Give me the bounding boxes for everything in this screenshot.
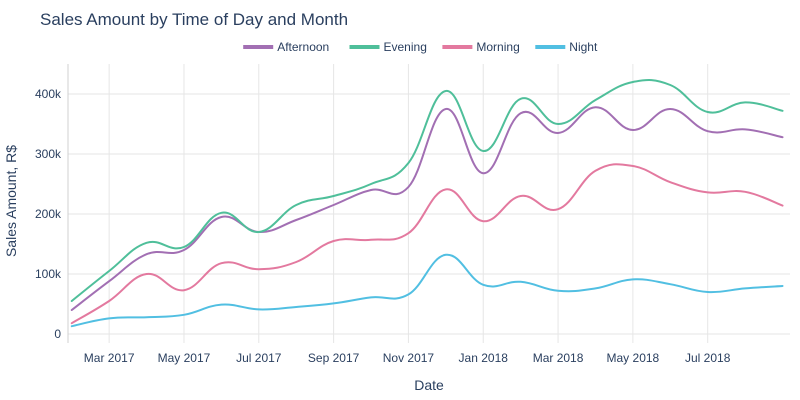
x-tick-label: May 2018: [607, 351, 660, 365]
y-axis-ticks: 0 100k 200k 300k 400k: [35, 87, 62, 341]
legend-item-afternoon[interactable]: Afternoon: [243, 40, 329, 54]
series-line-evening: [70, 79, 784, 302]
y-tick-label: 0: [54, 327, 61, 341]
y-axis-title: Sales Amount, R$: [3, 145, 19, 257]
legend-label: Evening: [384, 40, 427, 54]
x-tick-label: Jul 2018: [685, 351, 731, 365]
y-tick-label: 300k: [35, 147, 62, 161]
x-axis-ticks: Mar 2017 May 2017 Jul 2017 Sep 2017 Nov 2017…: [84, 351, 731, 365]
x-tick-label: May 2017: [158, 351, 211, 365]
series-line-night: [70, 253, 784, 328]
x-tick-label: Jul 2017: [236, 351, 282, 365]
y-tick-label: 100k: [35, 267, 62, 281]
x-tick-label: Mar 2017: [84, 351, 135, 365]
x-tick-label: Sep 2017: [308, 351, 360, 365]
y-tick-label: 400k: [35, 87, 62, 101]
series-line-morning: [70, 163, 784, 325]
series-lines: [70, 79, 784, 328]
legend-label: Night: [569, 40, 598, 54]
legend-item-morning[interactable]: Morning: [442, 40, 520, 54]
chart-title: Sales Amount by Time of Day and Month: [40, 10, 348, 29]
legend-item-night[interactable]: Night: [535, 40, 598, 54]
legend: Afternoon Evening Morning Night: [243, 40, 598, 54]
legend-item-evening[interactable]: Evening: [349, 40, 427, 54]
x-axis-title: Date: [414, 377, 444, 393]
x-tick-label: Mar 2018: [533, 351, 584, 365]
x-tick-label: Nov 2017: [383, 351, 435, 365]
series-line-afternoon: [70, 106, 784, 311]
x-tick-label: Jan 2018: [459, 351, 509, 365]
legend-label: Morning: [476, 40, 519, 54]
grid-lines: [68, 64, 790, 343]
legend-label: Afternoon: [277, 40, 329, 54]
y-tick-label: 200k: [35, 207, 62, 221]
